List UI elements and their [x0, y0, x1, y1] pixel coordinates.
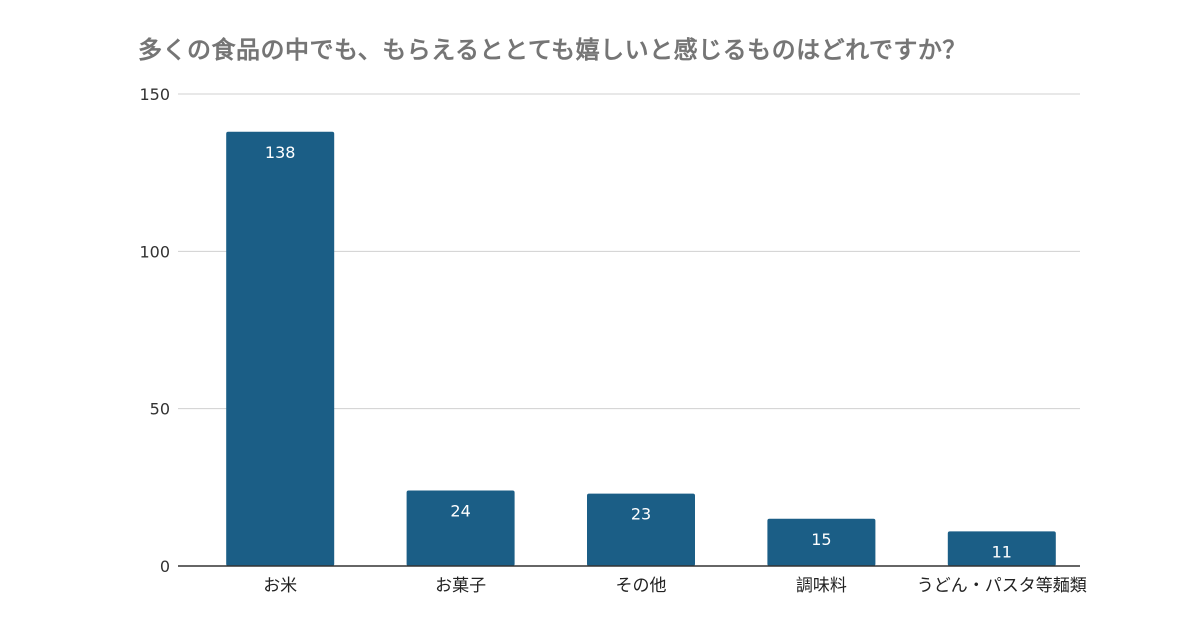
bar [767, 518, 876, 566]
bars: 138 24 23 15 11 [226, 131, 1056, 566]
bar [226, 131, 335, 566]
bar-value-label: 24 [450, 501, 470, 520]
bar-value-label: 11 [992, 542, 1012, 561]
x-category-label: 調味料 [796, 576, 847, 596]
bar-value-label: 138 [265, 143, 296, 162]
bar [587, 493, 695, 566]
x-category-label: うどん・パスタ等麺類 [917, 576, 1087, 596]
y-tick-label: 50 [150, 400, 170, 419]
y-tick-label: 100 [139, 242, 170, 261]
bar-value-label: 15 [811, 530, 831, 549]
y-tick-label: 0 [160, 557, 170, 576]
bar [947, 531, 1056, 566]
x-category-label: その他 [616, 576, 667, 596]
y-tick-label: 150 [139, 85, 170, 104]
bar [406, 490, 515, 566]
bar-value-label: 23 [631, 505, 651, 524]
y-axis-ticks: 0 50 100 150 [139, 85, 170, 576]
x-axis-labels: お米 お菓子 その他 調味料 うどん・パスタ等麺類 [263, 576, 1087, 596]
x-category-label: お菓子 [435, 576, 486, 596]
chart-title: 多くの食品の中でも、もらえるととても嬉しいと感じるものはどれですか？ [138, 36, 967, 64]
x-category-label: お米 [263, 576, 297, 596]
